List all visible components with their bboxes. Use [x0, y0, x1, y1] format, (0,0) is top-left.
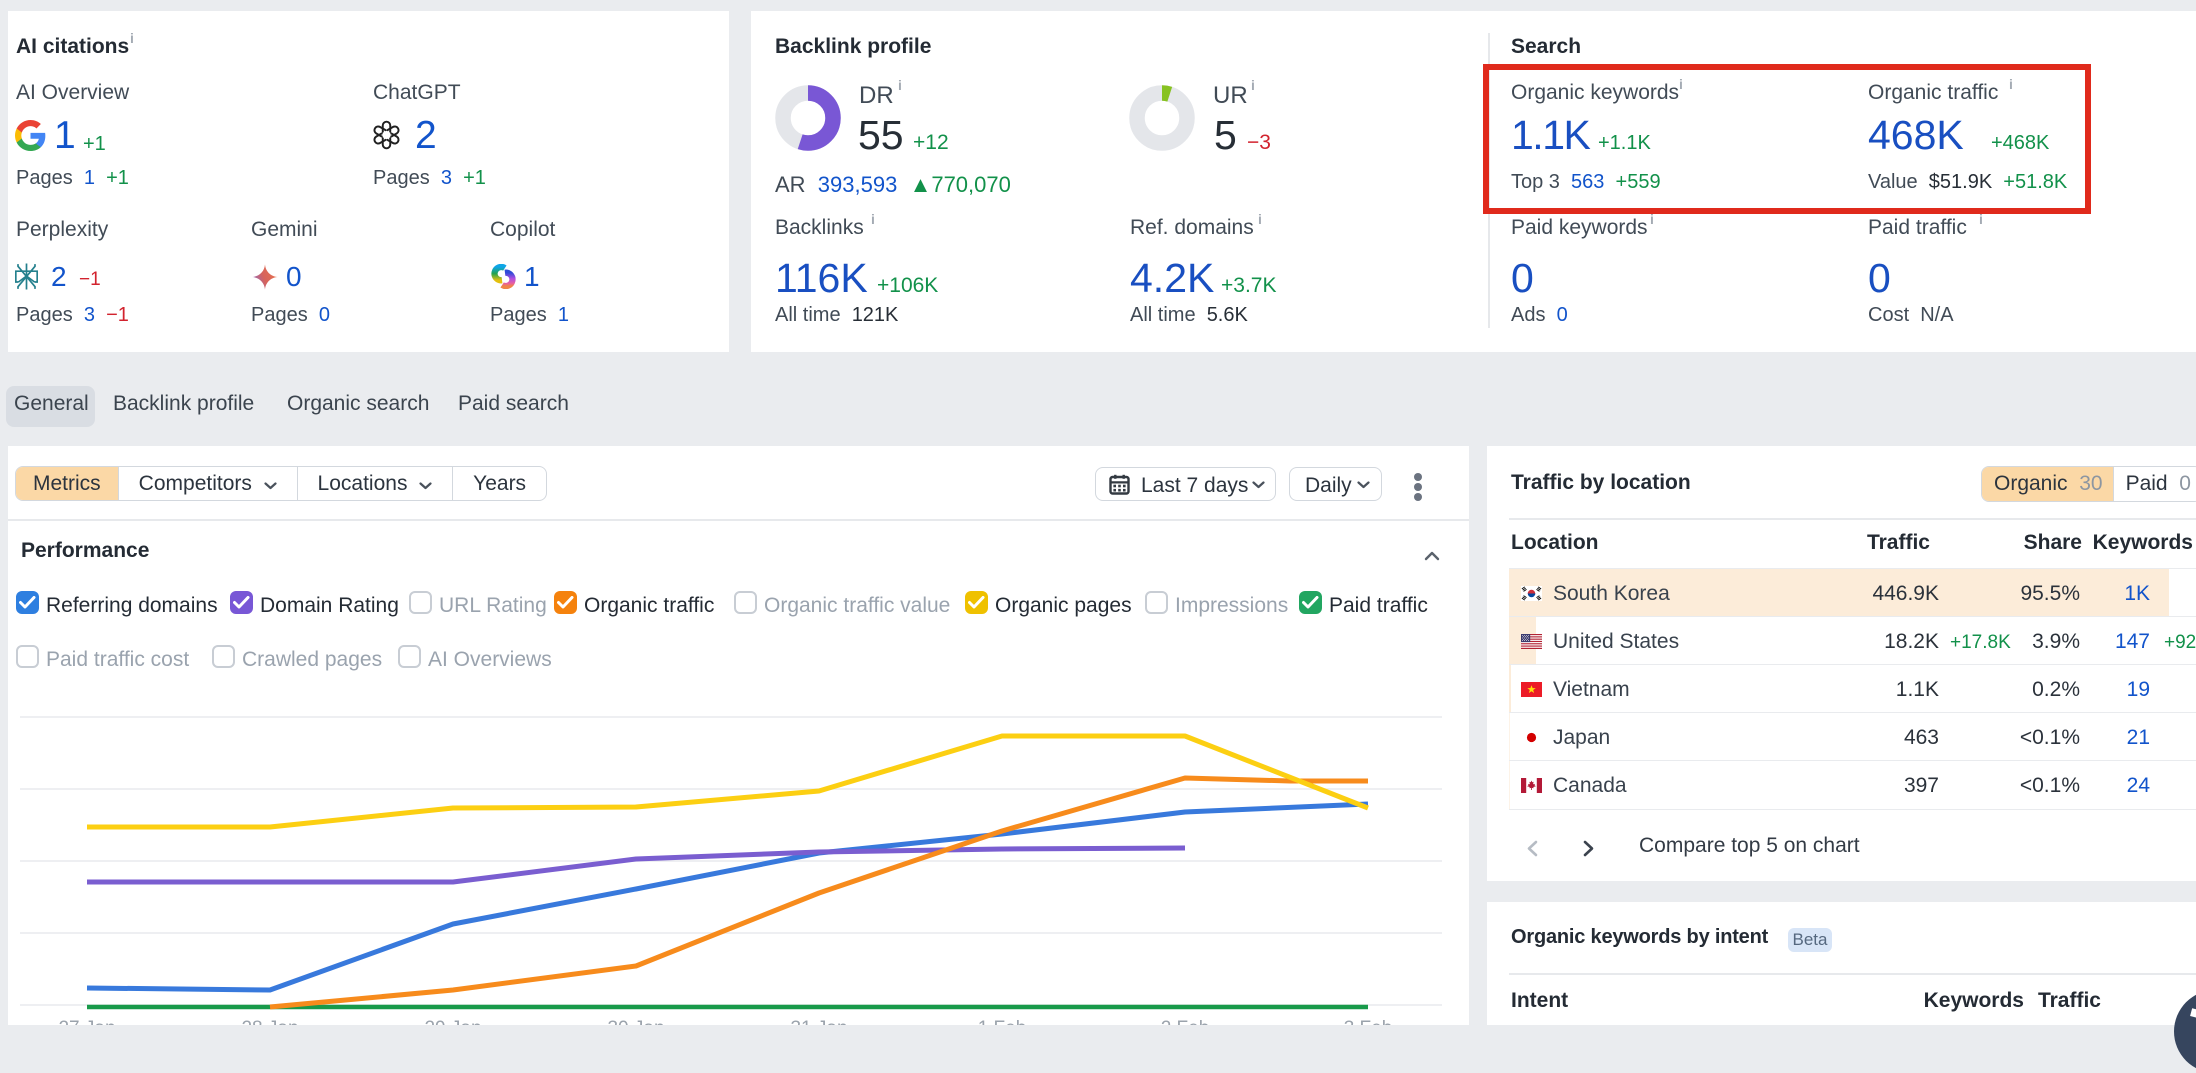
svg-text:2 Feb: 2 Feb — [1161, 1018, 1210, 1025]
svg-text:27 Jan: 27 Jan — [58, 1018, 115, 1025]
svg-text:29 Jan: 29 Jan — [424, 1018, 481, 1025]
svg-text:28 Jan: 28 Jan — [241, 1018, 298, 1025]
svg-text:31 Jan: 31 Jan — [790, 1018, 847, 1025]
svg-text:1 Feb: 1 Feb — [978, 1018, 1027, 1025]
svg-text:30 Jan: 30 Jan — [607, 1018, 664, 1025]
svg-text:3 Feb: 3 Feb — [1344, 1018, 1393, 1025]
